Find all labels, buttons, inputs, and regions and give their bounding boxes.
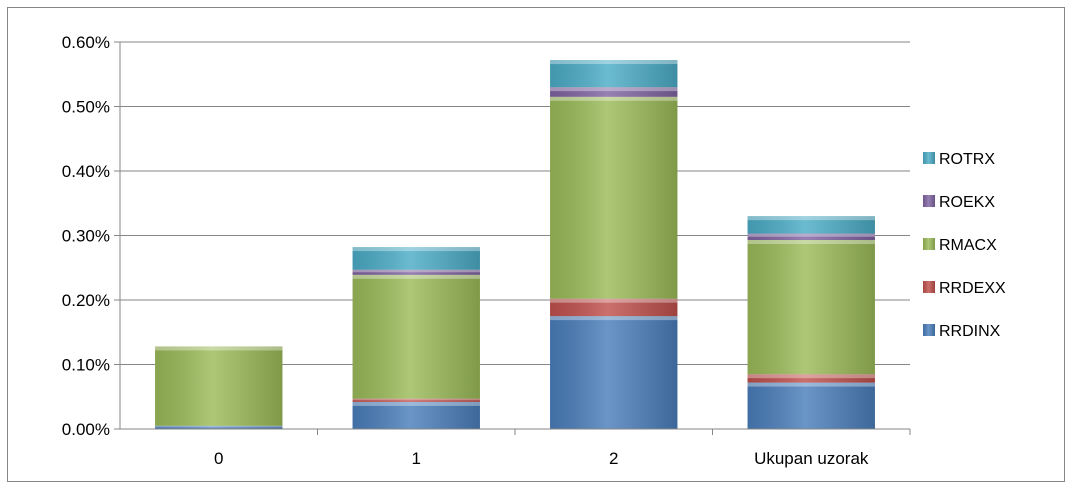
legend: ROTRX ROEKX RMACX RRDEXX RRDINX: [923, 151, 1006, 340]
x-tick-label: 2: [609, 449, 618, 468]
x-tick-labels: 0 1 2 Ukupan uzorak: [214, 449, 869, 468]
bar-segment-bevel: [550, 316, 678, 321]
bar-segment-shading: [747, 382, 875, 429]
legend-swatch-shading: [923, 195, 935, 207]
legend-label-rmacx: RMACX: [939, 237, 997, 254]
bar-segment-shading: [747, 233, 875, 241]
y-tick-label: 0.40%: [62, 162, 110, 181]
legend-swatch-shading: [923, 281, 935, 293]
bar-segment-shading: [550, 298, 678, 317]
bar-segment-shading: [352, 247, 480, 270]
y-tick-label: 0.50%: [62, 98, 110, 117]
bar-segment-bevel: [550, 87, 678, 92]
bar-segment-shading: [550, 87, 678, 97]
bar-segment-shading: [352, 269, 480, 275]
y-tick-label: 0.20%: [62, 291, 110, 310]
bar-segment-bevel: [155, 425, 283, 428]
bar-segment-bevel: [352, 274, 480, 279]
y-tick-label: 0.30%: [62, 227, 110, 246]
bar-segment-shading: [747, 374, 875, 383]
bar-segment-bevel: [352, 398, 480, 401]
bar-segment-bevel: [352, 269, 480, 273]
bar-segment-shading: [550, 96, 678, 299]
bar-segment-shading: [352, 274, 480, 399]
legend-label-rotrx: ROTRX: [939, 151, 995, 168]
bars: [155, 60, 875, 429]
bar-segment-bevel: [747, 374, 875, 379]
bar-segment-shading: [747, 240, 875, 375]
x-tick-label: 0: [214, 449, 223, 468]
axes: [114, 41, 911, 435]
bar-segment-shading: [352, 398, 480, 402]
y-tick-label: 0.10%: [62, 356, 110, 375]
bar-segment-shading: [550, 60, 678, 88]
x-tick-label: Ukupan uzorak: [754, 449, 869, 468]
bar-segment-bevel: [747, 216, 875, 221]
x-tick-label: 1: [412, 449, 421, 468]
legend-swatch-shading: [923, 238, 935, 250]
legend-swatch-shading: [923, 152, 935, 164]
bar-segment-shading: [352, 401, 480, 429]
legend-label-rrdinx: RRDINX: [939, 323, 1001, 340]
bar-segment-bevel: [550, 96, 678, 101]
legend-label-rrdexx: RRDEXX: [939, 280, 1006, 297]
bar-segment-shading: [155, 346, 283, 426]
bar-segment-bevel: [352, 247, 480, 252]
bar-segment-bevel: [747, 233, 875, 237]
bar-segment-bevel: [155, 346, 283, 351]
legend-label-roekx: ROEKX: [939, 194, 995, 211]
bar-segment-bevel: [747, 382, 875, 387]
bar-segment-bevel: [550, 60, 678, 65]
y-tick-label: 0.60%: [62, 33, 110, 52]
bar-segment-shading: [747, 216, 875, 234]
legend-swatch-shading: [923, 324, 935, 336]
bar-segment-bevel: [550, 298, 678, 303]
y-tick-labels: 0.00% 0.10% 0.20% 0.30% 0.40% 0.50% 0.60%: [62, 33, 110, 439]
bar-segment-shading: [550, 316, 678, 429]
y-tick-label: 0.00%: [62, 420, 110, 439]
bar-segment-bevel: [747, 240, 875, 245]
bar-segment-bevel: [352, 401, 480, 406]
bar-segment-shading: [155, 425, 283, 429]
